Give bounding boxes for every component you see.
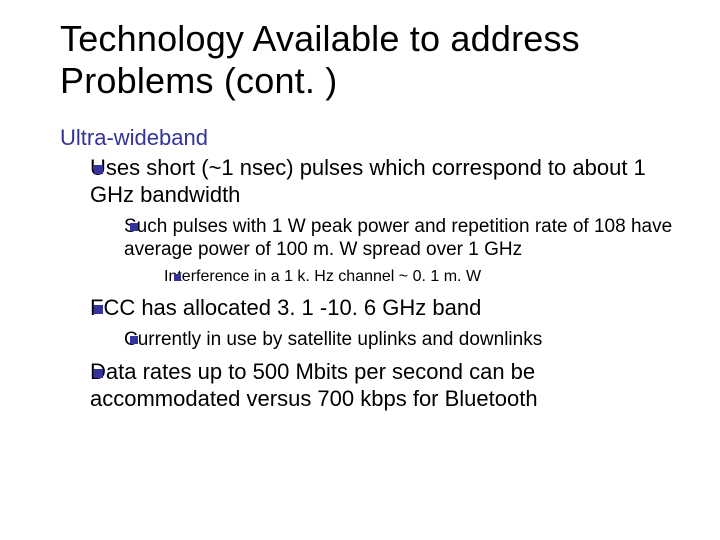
list-item: Uses short (~1 nsec) pulses which corres… bbox=[90, 155, 684, 287]
slide: Technology Available to address Problems… bbox=[0, 0, 720, 540]
bullet-text: Interference in a 1 k. Hz channel ~ 0. 1… bbox=[164, 268, 481, 285]
list-item: Such pulses with 1 W peak power and repe… bbox=[124, 215, 684, 287]
bullet-list-lvl1: Uses short (~1 nsec) pulses which corres… bbox=[60, 155, 684, 413]
list-item: Interference in a 1 k. Hz channel ~ 0. 1… bbox=[164, 267, 684, 287]
section-heading: Ultra-wideband bbox=[60, 125, 684, 151]
bullet-text: Data rates up to 500 Mbits per second ca… bbox=[90, 359, 538, 411]
bullet-text: Such pulses with 1 W peak power and repe… bbox=[124, 216, 672, 260]
list-item: FCC has allocated 3. 1 -10. 6 GHz band C… bbox=[90, 295, 684, 351]
bullet-list-lvl3: Interference in a 1 k. Hz channel ~ 0. 1… bbox=[124, 267, 684, 287]
bullet-list-lvl2: Currently in use by satellite uplinks an… bbox=[90, 328, 684, 351]
bullet-text: FCC has allocated 3. 1 -10. 6 GHz band bbox=[90, 295, 481, 320]
bullet-text: Currently in use by satellite uplinks an… bbox=[124, 329, 542, 350]
slide-title: Technology Available to address Problems… bbox=[60, 18, 684, 103]
list-item: Currently in use by satellite uplinks an… bbox=[124, 328, 684, 351]
bullet-list-lvl2: Such pulses with 1 W peak power and repe… bbox=[90, 215, 684, 287]
list-item: Data rates up to 500 Mbits per second ca… bbox=[90, 359, 684, 413]
bullet-text: Uses short (~1 nsec) pulses which corres… bbox=[90, 155, 646, 207]
